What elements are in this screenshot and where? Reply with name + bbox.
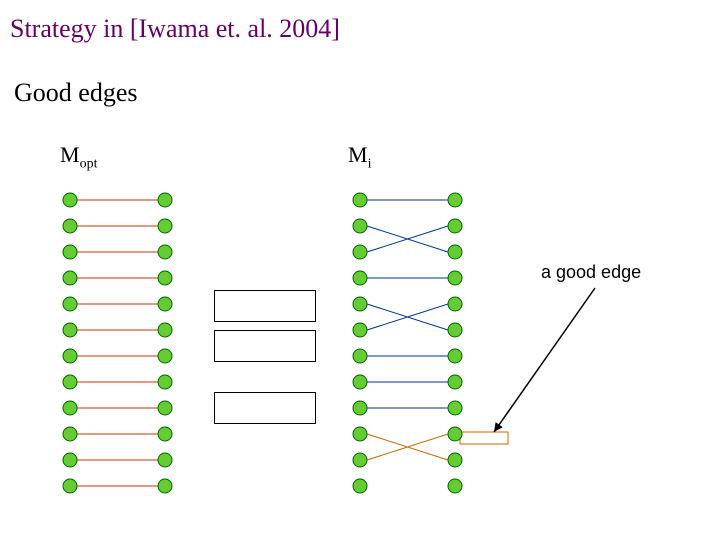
node-mopt-left bbox=[63, 219, 77, 233]
node-mopt-right bbox=[158, 349, 172, 363]
node-mi-left bbox=[353, 297, 367, 311]
node-mi-left bbox=[353, 479, 367, 493]
node-mopt-right bbox=[158, 401, 172, 415]
node-mopt-left bbox=[63, 297, 77, 311]
node-mi-left bbox=[353, 427, 367, 441]
node-mi-right bbox=[448, 479, 462, 493]
node-mopt-right bbox=[158, 245, 172, 259]
node-mi-left bbox=[353, 219, 367, 233]
node-mi-right bbox=[448, 375, 462, 389]
node-mi-left bbox=[353, 323, 367, 337]
node-mopt-left bbox=[63, 375, 77, 389]
node-mopt-right bbox=[158, 479, 172, 493]
node-mi-right bbox=[448, 271, 462, 285]
node-mi-right bbox=[448, 401, 462, 415]
node-mopt-left bbox=[63, 479, 77, 493]
node-mi-right bbox=[448, 323, 462, 337]
node-mopt-left bbox=[63, 453, 77, 467]
node-mopt-right bbox=[158, 193, 172, 207]
arrow-good-edge bbox=[494, 288, 595, 432]
diagram-svg bbox=[0, 0, 720, 540]
node-mi-left bbox=[353, 349, 367, 363]
node-mi-left bbox=[353, 375, 367, 389]
node-mi-left bbox=[353, 193, 367, 207]
node-mopt-left bbox=[63, 427, 77, 441]
node-mopt-left bbox=[63, 245, 77, 259]
node-mopt-right bbox=[158, 323, 172, 337]
node-mopt-left bbox=[63, 193, 77, 207]
node-mi-right bbox=[448, 193, 462, 207]
center-box bbox=[214, 392, 316, 424]
node-mi-left bbox=[353, 401, 367, 415]
node-mi-left bbox=[353, 453, 367, 467]
node-mopt-right bbox=[158, 427, 172, 441]
node-mopt-left bbox=[63, 349, 77, 363]
center-box bbox=[214, 330, 316, 362]
node-mi-left bbox=[353, 245, 367, 259]
node-mopt-right bbox=[158, 271, 172, 285]
node-mopt-left bbox=[63, 271, 77, 285]
node-mopt-right bbox=[158, 453, 172, 467]
node-mopt-right bbox=[158, 375, 172, 389]
node-mi-left bbox=[353, 271, 367, 285]
node-mi-right bbox=[448, 219, 462, 233]
node-mi-right bbox=[448, 245, 462, 259]
node-mopt-right bbox=[158, 219, 172, 233]
center-box bbox=[214, 290, 316, 322]
node-mopt-right bbox=[158, 297, 172, 311]
node-mi-right bbox=[448, 349, 462, 363]
node-mi-right bbox=[448, 297, 462, 311]
node-mopt-left bbox=[63, 401, 77, 415]
node-mi-right bbox=[448, 427, 462, 441]
node-mopt-left bbox=[63, 323, 77, 337]
node-mi-right bbox=[448, 453, 462, 467]
